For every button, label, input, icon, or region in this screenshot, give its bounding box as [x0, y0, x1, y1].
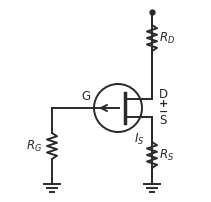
Text: −: − — [159, 107, 168, 117]
Text: $R_G$: $R_G$ — [26, 138, 42, 154]
Text: +: + — [159, 99, 168, 109]
Text: $R_S$: $R_S$ — [159, 147, 174, 163]
Text: G: G — [81, 90, 90, 103]
Text: $R_D$: $R_D$ — [159, 31, 175, 45]
Text: $I_S$: $I_S$ — [134, 132, 144, 146]
Text: D: D — [159, 88, 168, 101]
Text: S: S — [159, 115, 166, 127]
